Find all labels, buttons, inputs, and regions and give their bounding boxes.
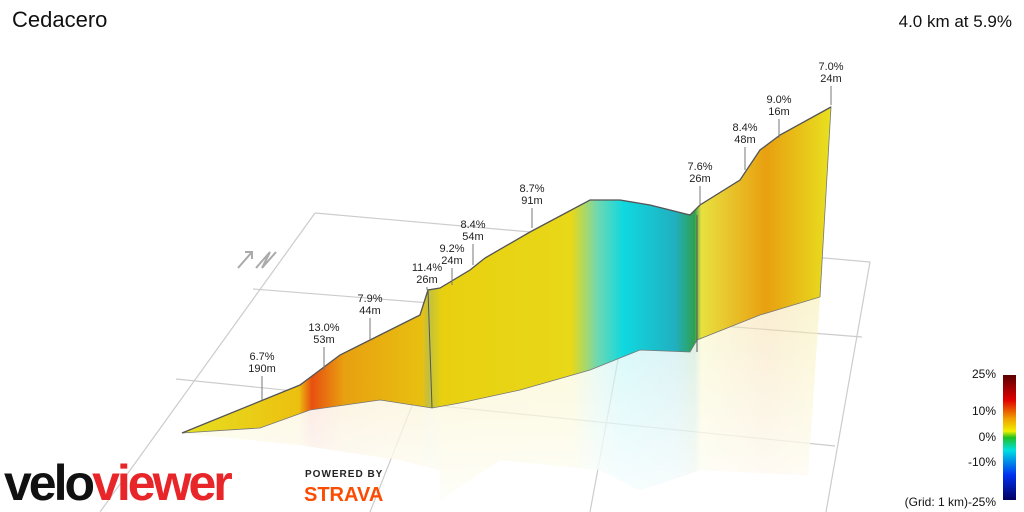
powered-by: POWERED BY	[305, 469, 383, 480]
title: Cedacero	[12, 7, 107, 32]
logo: veloviewer	[4, 455, 232, 511]
legend-label: 0%	[979, 430, 997, 444]
annotation-length: 91m	[521, 195, 542, 207]
profile-edge	[181, 106, 832, 434]
annotation-gradient: 6.7%	[249, 351, 274, 363]
logo-right: viewer	[92, 455, 232, 511]
annotation-gradient: 7.6%	[687, 161, 712, 173]
annotation-gradient: 9.0%	[766, 94, 791, 106]
legend-label: -25%	[968, 495, 996, 509]
annotation-gradient: 8.4%	[732, 122, 757, 134]
annotation-length: 24m	[820, 73, 841, 85]
annotation-gradient: 11.4%	[412, 262, 443, 274]
annotation-length: 190m	[248, 363, 276, 375]
strava: STRAVA	[304, 484, 383, 506]
annotation-length: 48m	[734, 134, 755, 146]
annotation-length: 44m	[359, 305, 380, 317]
summary: 4.0 km at 5.9%	[899, 12, 1012, 31]
annotation-length: 54m	[462, 231, 483, 243]
annotation-gradient: 7.9%	[357, 293, 382, 305]
legend-label: 10%	[972, 404, 996, 418]
legend: 25% 10% 0% -10% -25%	[968, 367, 996, 509]
annotation-length: 24m	[441, 255, 462, 267]
profile-edge	[427, 289, 433, 409]
north-arrow	[237, 251, 277, 269]
annotation-length: 16m	[768, 106, 789, 118]
color-bar	[1003, 375, 1016, 500]
annotation-gradient: 7.0%	[818, 61, 843, 73]
annotation-gradient: 8.4%	[460, 219, 485, 231]
logo-left: velo	[4, 455, 94, 511]
profile-shadow-fade	[182, 297, 820, 500]
annotation-gradient: 8.7%	[519, 183, 544, 195]
annotation-length: 26m	[689, 173, 710, 185]
annotations: 6.7%190m13.0%53m7.9%44m11.4%26m9.2%24m8.…	[248, 61, 844, 400]
grid-note: (Grid: 1 km)	[905, 495, 968, 509]
annotation-gradient: 13.0%	[308, 322, 339, 334]
legend-label: -10%	[968, 455, 996, 469]
annotation-gradient: 9.2%	[439, 243, 464, 255]
legend-label: 25%	[972, 367, 996, 381]
annotation-length: 53m	[313, 334, 334, 346]
annotation-length: 26m	[416, 274, 437, 286]
